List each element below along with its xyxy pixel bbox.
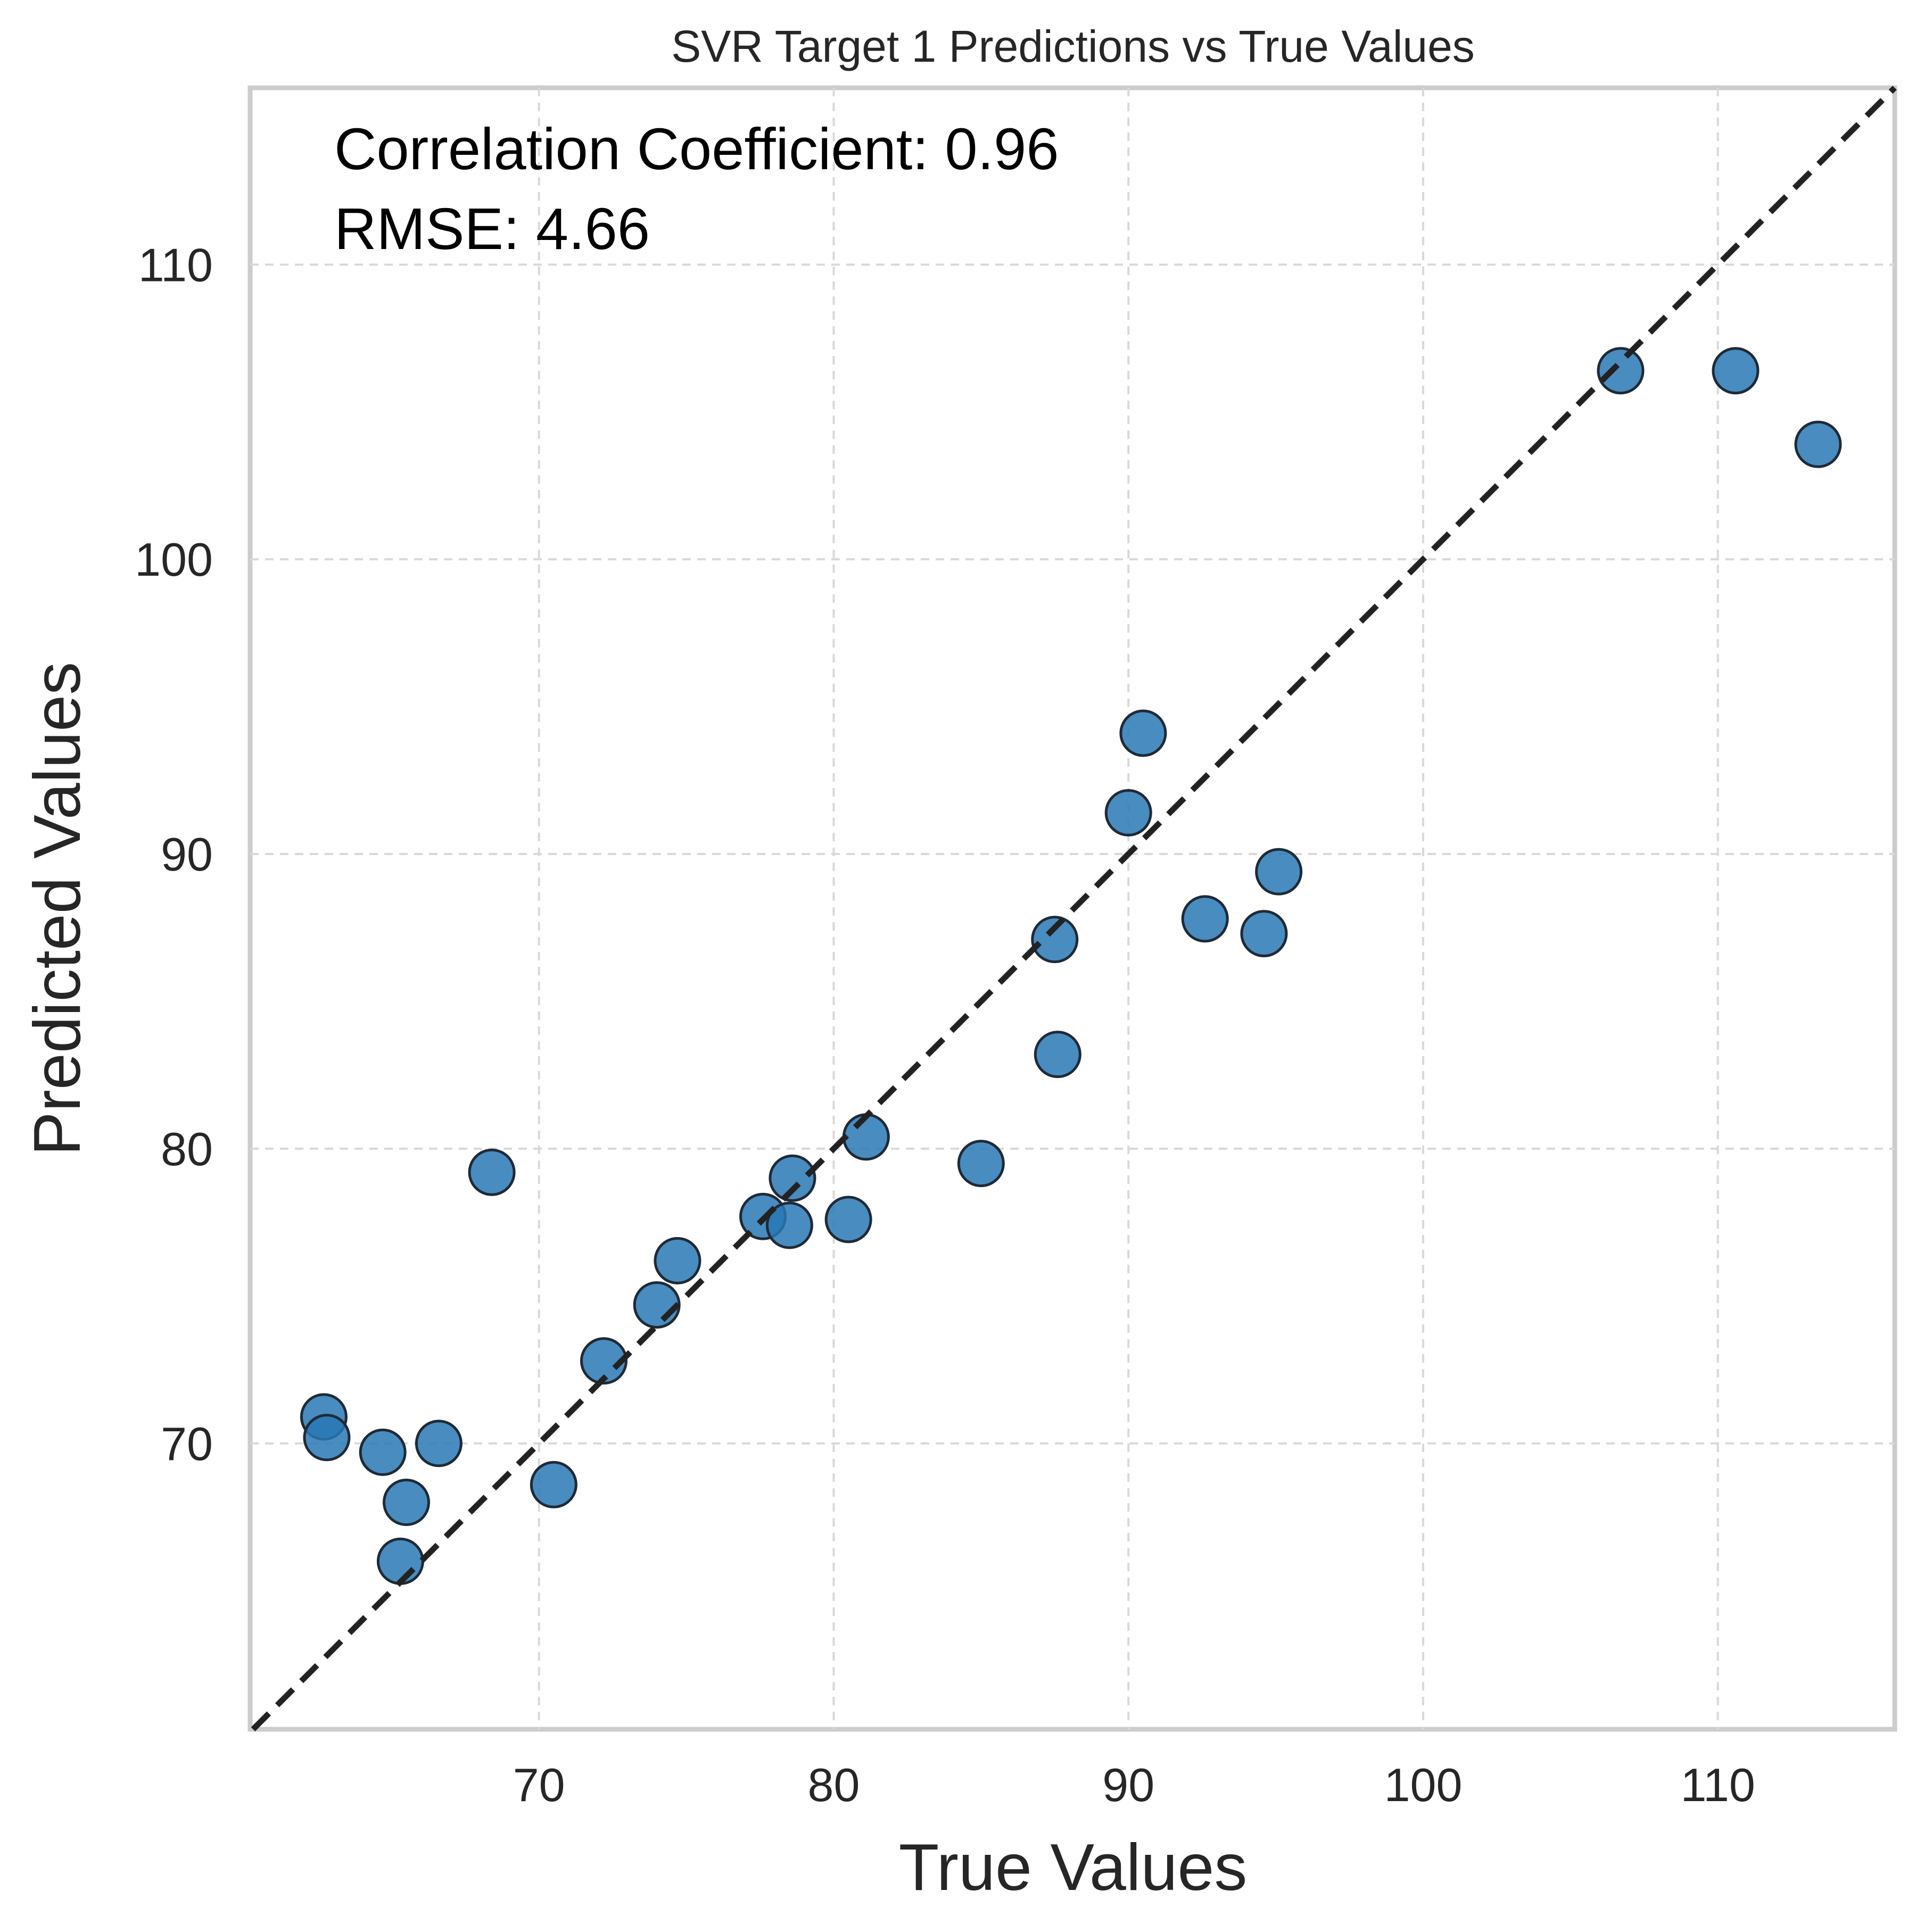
data-point	[1255, 848, 1303, 895]
data-point	[580, 1337, 628, 1385]
x-tick-label: 80	[808, 1759, 860, 1811]
x-axis-ticks: 70 80 90 100 110	[513, 1759, 1755, 1811]
y-tick-label: 80	[161, 1123, 213, 1175]
data-point	[1104, 789, 1152, 836]
data-point	[1794, 420, 1842, 468]
data-point	[765, 1201, 813, 1249]
data-point	[1240, 910, 1288, 958]
x-tick-label: 110	[1681, 1759, 1755, 1811]
y-tick-label: 90	[161, 828, 213, 881]
y-axis-label: Predicted Values	[21, 662, 94, 1156]
data-point	[359, 1428, 407, 1476]
data-point	[769, 1154, 816, 1202]
data-point	[654, 1237, 701, 1284]
data-point	[376, 1537, 424, 1585]
data-point	[1034, 1031, 1081, 1079]
data-point	[530, 1461, 577, 1508]
data-point	[824, 1196, 872, 1243]
y-tick-label: 70	[161, 1417, 213, 1470]
chart-title: SVR Target 1 Predictions vs True Values	[671, 21, 1475, 71]
rmse-annotation: RMSE: 4.66	[334, 196, 650, 262]
data-point	[842, 1113, 890, 1161]
x-tick-label: 90	[1102, 1759, 1154, 1811]
data-point	[1597, 347, 1645, 395]
data-point	[957, 1140, 1005, 1188]
data-point	[468, 1148, 516, 1196]
y-axis-ticks: 70 80 90 100 110	[135, 238, 213, 1470]
y-tick-label: 110	[138, 238, 213, 291]
data-point	[1712, 347, 1760, 395]
identity-line	[251, 86, 1897, 1731]
data-point	[382, 1479, 430, 1527]
y-tick-label: 100	[135, 533, 213, 586]
data-point	[1181, 895, 1229, 943]
data-point	[415, 1420, 463, 1467]
grid	[250, 88, 1895, 1729]
x-tick-label: 70	[513, 1759, 565, 1811]
data-point	[1031, 916, 1079, 964]
data-point	[633, 1281, 681, 1329]
x-tick-label: 100	[1384, 1759, 1463, 1811]
data-points	[300, 347, 1842, 1585]
data-point	[1119, 709, 1167, 757]
correlation-annotation: Correlation Coefficient: 0.96	[334, 117, 1059, 182]
data-point	[303, 1414, 351, 1462]
x-axis-label: True Values	[899, 1831, 1248, 1904]
